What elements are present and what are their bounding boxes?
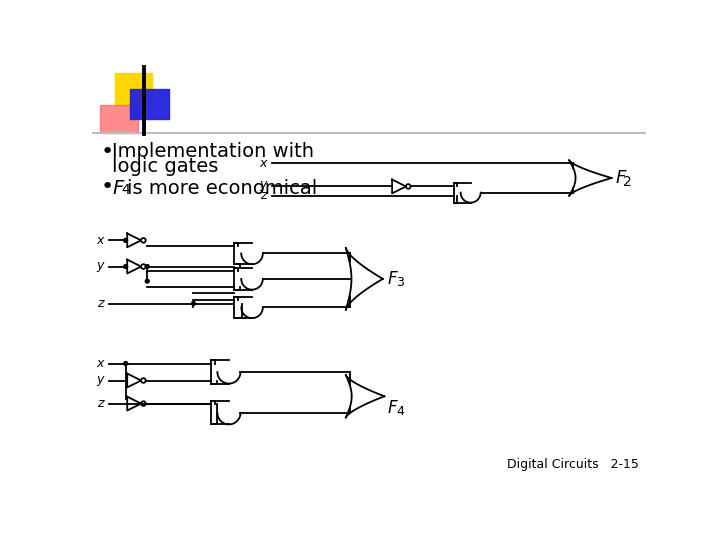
Circle shape xyxy=(145,279,149,283)
Text: $\it{z}$: $\it{z}$ xyxy=(260,189,269,202)
Text: 2: 2 xyxy=(623,175,632,189)
Circle shape xyxy=(124,362,127,366)
Text: is more economical: is more economical xyxy=(127,179,318,198)
Text: $\it{F}$: $\it{F}$ xyxy=(615,169,627,187)
Text: $\it{F}$: $\it{F}$ xyxy=(387,270,400,288)
Text: Digital Circuits   2-15: Digital Circuits 2-15 xyxy=(507,458,639,471)
Bar xyxy=(99,105,138,132)
Text: $\it{y}$: $\it{y}$ xyxy=(96,260,106,274)
Text: $\it{y}$: $\it{y}$ xyxy=(96,374,106,388)
Text: $\it{y}$: $\it{y}$ xyxy=(259,179,269,193)
Text: 4: 4 xyxy=(396,405,404,418)
Text: $\it{z}$: $\it{z}$ xyxy=(97,397,106,410)
Text: 3: 3 xyxy=(396,276,404,289)
Text: $\it{F}$: $\it{F}$ xyxy=(387,399,400,417)
Text: •: • xyxy=(101,177,114,197)
Text: •: • xyxy=(101,142,114,162)
Circle shape xyxy=(124,265,127,268)
Bar xyxy=(130,90,168,119)
Text: $\it{x}$: $\it{x}$ xyxy=(259,157,269,170)
Circle shape xyxy=(124,239,127,242)
Bar xyxy=(115,72,152,105)
Text: $\it{x}$: $\it{x}$ xyxy=(96,234,106,247)
Circle shape xyxy=(192,301,195,306)
Text: $\it{z}$: $\it{z}$ xyxy=(97,297,106,310)
Text: Implementation with: Implementation with xyxy=(112,142,314,161)
Text: $\it{x}$: $\it{x}$ xyxy=(96,357,106,370)
Text: $\it{F}$: $\it{F}$ xyxy=(112,179,125,198)
Circle shape xyxy=(145,265,149,268)
Text: logic gates: logic gates xyxy=(112,157,218,176)
Text: 4: 4 xyxy=(121,183,130,197)
